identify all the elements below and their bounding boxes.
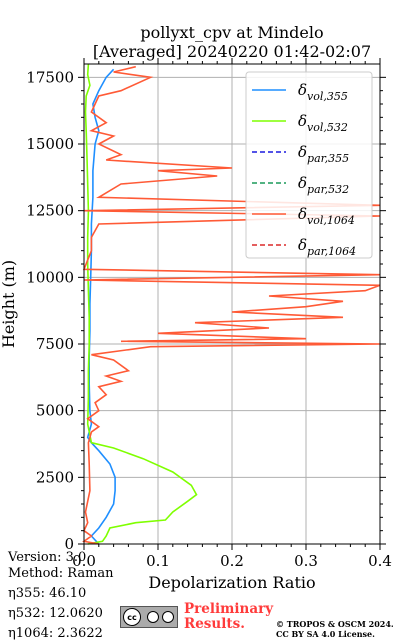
x-tick-label: 0.2: [220, 552, 244, 570]
y-tick-label: 10000: [26, 268, 74, 286]
x-axis-label: Depolarization Ratio: [148, 573, 315, 592]
x-tick-label: 0.3: [294, 552, 318, 570]
legend-label-3: δpar,532: [298, 174, 349, 196]
chart-title-line2: [Averaged] 20240220 01:42-02:07: [93, 42, 371, 61]
legend-label-sub: par,1064: [307, 245, 356, 258]
y-tick-label: 5000: [36, 402, 74, 420]
eta532-text: η532: 12.0620: [8, 606, 103, 621]
y-tick-label: 12500: [26, 202, 74, 220]
series-lines: [82, 63, 381, 545]
legend-box: [245, 71, 373, 259]
y-axis-label: Height (m): [0, 260, 18, 348]
chart-title-line1: pollyxt_cpv at Mindelo: [140, 23, 323, 42]
axis-ticks: 0.0 0.1 0.2 0.3 0.4 0 2500 5000 7500 10000 12500 15…: [26, 58, 392, 570]
series-line-4: [82, 65, 381, 545]
legend-label-sub: par,532: [307, 183, 349, 196]
footer-info: Version: 3.0 Method: Raman η355: 46.10 η…: [8, 550, 114, 642]
series-line-1: [84, 63, 198, 545]
eta355-text: η355: 46.10: [8, 586, 87, 601]
legend-label-1: δvol,532: [298, 112, 348, 134]
x-tick-label: 0.1: [146, 552, 170, 570]
x-tick-label: 0.4: [368, 552, 392, 570]
legend-label-main: δ: [298, 112, 307, 130]
y-tick-label: 7500: [36, 335, 74, 353]
preliminary-results-label: Preliminary Results.: [184, 602, 273, 632]
y-tick-label: 2500: [36, 468, 74, 486]
legend-label-main: δ: [298, 81, 307, 99]
preliminary-line1: Preliminary: [184, 601, 274, 617]
by-icon: [147, 611, 159, 623]
sa-icon: [162, 611, 174, 623]
copyright-notice: © TROPOS & OSCM 2024. CC BY SA 4.0 Licen…: [276, 619, 394, 639]
y-tick-label: 15000: [26, 135, 74, 153]
legend-label-main: δ: [298, 143, 307, 161]
copyright-line2: CC BY SA 4.0 License.: [276, 629, 375, 639]
legend-label-main: δ: [298, 174, 307, 192]
legend-label-5: δpar,1064: [298, 236, 356, 258]
legend-label-sub: vol,355: [307, 90, 348, 103]
series-line-0: [86, 68, 116, 545]
method-text: Method: Raman: [8, 566, 114, 581]
legend-label-main: δ: [298, 236, 307, 254]
cc-license-icon: cc: [120, 606, 178, 628]
legend-label-2: δpar,355: [298, 143, 349, 165]
y-tick-label: 17500: [26, 68, 74, 86]
version-text: Version: 3.0: [8, 550, 87, 565]
x-tick-label: 0.0: [72, 552, 96, 570]
cc-icon: cc: [123, 608, 141, 626]
copyright-line1: © TROPOS & OSCM 2024.: [276, 619, 394, 629]
legend-label-main: δ: [298, 205, 307, 223]
legend-label-sub: par,355: [307, 152, 349, 165]
legend-label-sub: vol,1064: [307, 214, 355, 227]
eta1064-text: η1064: 2.3622: [8, 626, 103, 641]
legend-label-4: δvol,1064: [298, 205, 355, 227]
legend: δvol,355δvol,532δpar,355δpar,532δvol,106…: [245, 71, 373, 259]
preliminary-line2: Results.: [184, 616, 245, 632]
legend-label-0: δvol,355: [298, 81, 348, 103]
legend-label-sub: vol,532: [307, 121, 348, 134]
y-tick-label: 0: [64, 535, 74, 553]
